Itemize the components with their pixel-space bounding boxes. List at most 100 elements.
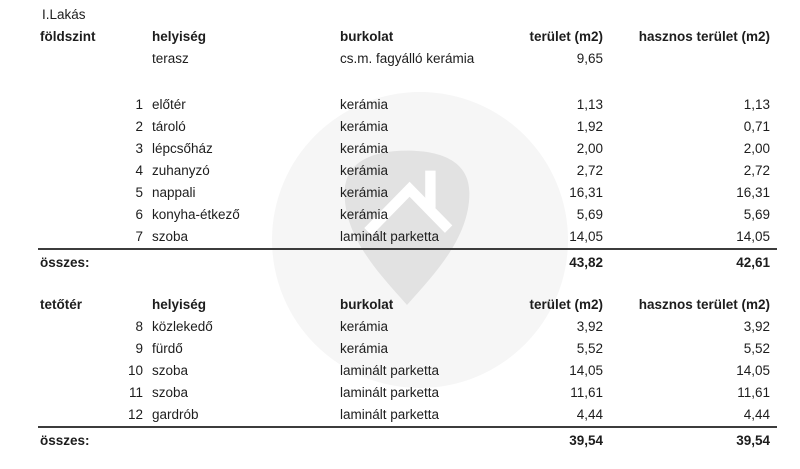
useful-area-value: 2,00	[743, 141, 770, 156]
house-pin-watermark	[270, 88, 570, 388]
useful-area-value: 0,71	[743, 119, 770, 134]
room-name: fürdő	[152, 341, 183, 356]
row-number: 8	[135, 319, 143, 334]
flooring-name: kerámia	[340, 341, 389, 356]
flooring-name: kerámia	[340, 163, 389, 178]
room-name: előtér	[152, 97, 186, 112]
area-value: 5,52	[576, 341, 603, 356]
room-name: konyha-étkező	[152, 207, 240, 222]
watermark-svg	[272, 92, 568, 388]
flooring-name: cs.m. fagyálló kerámia	[340, 51, 475, 66]
column-header-useful-area: hasznos terület (m2)	[638, 297, 770, 312]
table-row: 12 gardrób laminált parketta 4,44 4,44	[40, 404, 775, 426]
total-divider	[38, 248, 777, 250]
row-number: 1	[135, 97, 143, 112]
flooring-name: kerámia	[340, 185, 389, 200]
table-row-terasz: terasz cs.m. fagyálló kerámia 9,65	[40, 48, 775, 70]
total-row-foldszint: összes: 43,82 42,61	[40, 250, 775, 276]
watermark-pick	[344, 150, 470, 305]
table-row: 7 szoba laminált parketta 14,05 14,05	[40, 226, 775, 248]
flooring-name: kerámia	[340, 319, 389, 334]
flooring-name: laminált parketta	[340, 363, 440, 378]
useful-area-value: 16,31	[736, 185, 770, 200]
room-name: terasz	[152, 51, 189, 66]
flooring-name: kerámia	[340, 141, 389, 156]
room-name: közlekedő	[152, 319, 213, 334]
row-number: 9	[135, 341, 143, 356]
room-name: szoba	[152, 385, 189, 400]
total-label: összes:	[40, 255, 90, 270]
useful-area-value: 5,52	[743, 341, 770, 356]
table-row: 10 szoba laminált parketta 14,05 14,05	[40, 360, 775, 382]
room-name: lépcsőház	[152, 141, 213, 156]
area-value: 1,92	[576, 119, 603, 134]
useful-area-value: 14,05	[736, 229, 770, 244]
table-row: 8 közlekedő kerámia 3,92 3,92	[40, 316, 775, 338]
useful-area-value: 5,69	[743, 207, 770, 222]
area-value: 9,65	[576, 51, 603, 66]
watermark-roof-icon	[364, 181, 453, 236]
area-value: 16,31	[569, 185, 603, 200]
total-label: összes:	[40, 433, 90, 448]
row-number: 3	[135, 141, 143, 156]
section-header-tetoter: tetőtér helyiség burkolat terület (m2) h…	[40, 294, 775, 316]
total-row-tetoter: összes: 39,54 39,54	[40, 428, 775, 454]
useful-area-value: 11,61	[737, 385, 770, 400]
area-value: 2,72	[576, 163, 603, 178]
table-row: 1 előtér kerámia 1,13 1,13	[40, 94, 775, 116]
section-header-foldszint: földszint helyiség burkolat terület (m2)…	[40, 26, 775, 48]
table-body-tetoter: 8 közlekedő kerámia 3,92 3,92 9 fürdő ke…	[40, 316, 775, 426]
area-value: 11,61	[570, 385, 603, 400]
total-divider	[38, 426, 777, 428]
row-number: 7	[135, 229, 143, 244]
area-value: 4,44	[576, 407, 603, 422]
blank-row	[40, 70, 775, 94]
column-header-useful-area: hasznos terület (m2)	[638, 29, 770, 44]
room-name: gardrób	[152, 407, 199, 422]
area-value: 14,05	[569, 229, 603, 244]
column-header-area: terület (m2)	[529, 29, 603, 44]
total-useful-area-value: 39,54	[736, 433, 770, 448]
useful-area-value: 2,72	[743, 163, 770, 178]
useful-area-value	[603, 48, 770, 70]
table-row: 5 nappali kerámia 16,31 16,31	[40, 182, 775, 204]
column-header-flooring: burkolat	[340, 297, 394, 312]
area-value: 14,05	[569, 363, 603, 378]
total-area-value: 43,82	[569, 255, 603, 270]
flooring-name: kerámia	[340, 119, 389, 134]
flooring-name: laminált parketta	[340, 385, 440, 400]
area-value: 5,69	[576, 207, 603, 222]
table-row: 9 fürdő kerámia 5,52 5,52	[40, 338, 775, 360]
total-area-value: 39,54	[569, 433, 603, 448]
row-number: 12	[127, 407, 143, 422]
useful-area-value: 14,05	[736, 363, 770, 378]
useful-area-value: 3,92	[743, 319, 770, 334]
row-number: 2	[135, 119, 143, 134]
room-name: nappali	[152, 185, 196, 200]
column-header-flooring: burkolat	[340, 29, 394, 44]
column-header-room: helyiség	[152, 297, 207, 312]
blank-row	[40, 276, 775, 294]
room-name: szoba	[152, 229, 189, 244]
table-row: 4 zuhanyzó kerámia 2,72 2,72	[40, 160, 775, 182]
flooring-name: kerámia	[340, 97, 389, 112]
page-title: I.Lakás	[42, 7, 86, 22]
area-value: 2,00	[576, 141, 603, 156]
table-row: 11 szoba laminált parketta 11,61 11,61	[40, 382, 775, 404]
row-number: 5	[135, 185, 143, 200]
row-number	[115, 48, 143, 70]
column-header-room: helyiség	[152, 29, 207, 44]
table-row: 3 lépcsőház kerámia 2,00 2,00	[40, 138, 775, 160]
floor-label: tetőtér	[40, 297, 83, 312]
useful-area-value: 4,44	[743, 407, 770, 422]
row-number: 11	[128, 385, 143, 400]
area-value: 1,13	[576, 97, 603, 112]
row-number: 6	[135, 207, 143, 222]
room-name: zuhanyzó	[152, 163, 210, 178]
watermark-pick-shape	[344, 150, 470, 305]
table-row: 6 konyha-étkező kerámia 5,69 5,69	[40, 204, 775, 226]
table-row: 2 tároló kerámia 1,92 0,71	[40, 116, 775, 138]
row-number: 10	[127, 363, 143, 378]
room-name: szoba	[152, 363, 189, 378]
